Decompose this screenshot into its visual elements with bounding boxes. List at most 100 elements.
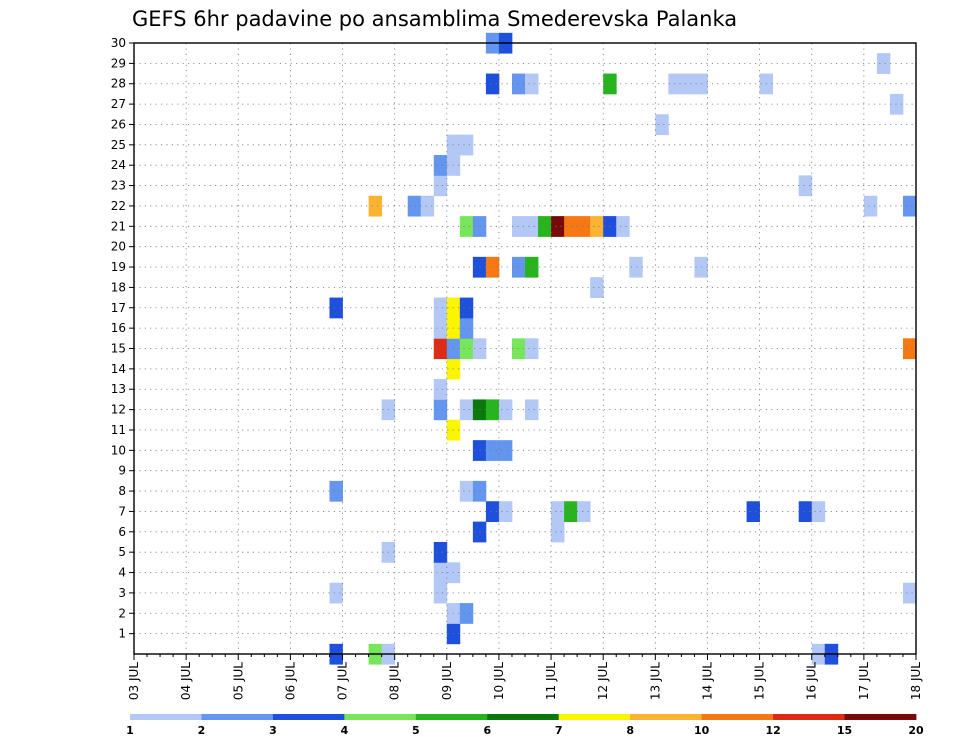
colorbar-swatch bbox=[487, 714, 560, 720]
precip-cell bbox=[459, 216, 474, 237]
precip-cell bbox=[525, 399, 539, 421]
precip-cell bbox=[564, 501, 578, 523]
colorbar-label: 1 bbox=[126, 724, 134, 737]
precip-cell bbox=[681, 73, 695, 95]
y-tick-label: 11 bbox=[111, 423, 126, 437]
y-tick-label: 24 bbox=[111, 158, 126, 172]
precip-cell bbox=[590, 216, 604, 237]
y-tick-label: 30 bbox=[111, 36, 126, 50]
x-tick-label: 04 JUL bbox=[179, 662, 193, 700]
precip-cell bbox=[433, 379, 448, 400]
y-tick-label: 9 bbox=[118, 464, 126, 478]
precip-cell bbox=[876, 53, 891, 74]
precip-cell bbox=[459, 317, 474, 339]
precip-cells bbox=[329, 32, 917, 665]
precip-cell bbox=[811, 501, 826, 523]
y-tick-label: 4 bbox=[118, 566, 126, 580]
precip-cell bbox=[472, 399, 487, 421]
precip-cell bbox=[420, 195, 435, 217]
x-tick-label: 03 JUL bbox=[127, 662, 141, 700]
colorbar-label: 12 bbox=[765, 724, 780, 737]
precip-cell bbox=[616, 216, 630, 237]
y-tick-label: 17 bbox=[111, 301, 126, 315]
y-tick-label: 14 bbox=[111, 362, 126, 376]
precip-cell bbox=[433, 562, 448, 584]
precip-cell bbox=[798, 175, 813, 197]
precip-cell bbox=[485, 256, 500, 278]
y-tick-label: 8 bbox=[118, 484, 126, 498]
colorbar-label: 15 bbox=[837, 724, 852, 737]
precip-cell bbox=[472, 256, 487, 278]
precip-cell bbox=[525, 216, 539, 237]
precip-cell bbox=[472, 216, 487, 237]
precip-cell bbox=[433, 582, 448, 604]
x-tick-label: 07 JUL bbox=[336, 662, 350, 700]
y-tick-label: 27 bbox=[111, 97, 126, 111]
x-tick-label: 10 JUL bbox=[492, 662, 506, 700]
colorbar-swatch bbox=[844, 714, 917, 720]
colorbar-label: 6 bbox=[483, 724, 491, 737]
y-tick-label: 19 bbox=[111, 260, 126, 274]
precip-cell bbox=[433, 399, 448, 421]
colorbar-swatch bbox=[415, 714, 488, 720]
y-tick-label: 2 bbox=[118, 606, 126, 620]
precip-cell bbox=[329, 480, 343, 502]
precip-cell bbox=[511, 338, 526, 360]
precip-cell bbox=[433, 338, 448, 360]
colorbar-label: 7 bbox=[555, 724, 563, 737]
y-tick-label: 6 bbox=[118, 525, 126, 539]
y-tick-label: 3 bbox=[118, 586, 126, 600]
precip-cell bbox=[902, 195, 917, 217]
x-tick-label: 17 JUL bbox=[857, 662, 871, 700]
colorbar-swatch bbox=[201, 714, 274, 720]
y-tick-label: 26 bbox=[111, 117, 126, 131]
y-tick-label: 22 bbox=[111, 199, 126, 213]
precip-cell bbox=[433, 317, 448, 339]
x-tick-label: 08 JUL bbox=[388, 662, 402, 700]
y-tick-label: 13 bbox=[111, 382, 126, 396]
colorbar-label: 3 bbox=[269, 724, 277, 737]
precip-cell bbox=[551, 216, 565, 237]
colorbar-swatch bbox=[773, 714, 845, 720]
precip-cell bbox=[459, 480, 474, 502]
colorbar-label: 8 bbox=[626, 724, 634, 737]
x-axis-ticks: 03 JUL 04 JUL 05 JUL 06 JUL 07 JUL 08 JUL 09 J… bbox=[127, 654, 923, 700]
precip-cell bbox=[551, 501, 565, 523]
precip-cell bbox=[498, 399, 513, 421]
colorbar-label: 10 bbox=[694, 724, 710, 737]
x-tick-label: 12 JUL bbox=[596, 662, 610, 700]
precip-cell bbox=[472, 338, 487, 360]
colorbar-label: 5 bbox=[412, 724, 420, 737]
precip-cell bbox=[459, 399, 474, 421]
y-axis-ticks: 1234567891011121314151617181920212223242… bbox=[111, 36, 134, 641]
precip-cell bbox=[433, 175, 448, 197]
colorbar-swatch bbox=[701, 714, 774, 720]
colorbar-swatch bbox=[272, 714, 345, 720]
y-tick-label: 10 bbox=[111, 443, 126, 457]
precip-cell bbox=[485, 399, 500, 421]
precip-cell bbox=[525, 256, 539, 278]
precip-cell bbox=[329, 582, 343, 604]
precip-cell bbox=[902, 338, 917, 360]
y-tick-label: 21 bbox=[111, 219, 126, 233]
precip-cell bbox=[798, 501, 813, 523]
precip-cell bbox=[485, 73, 500, 95]
precip-cell bbox=[590, 277, 604, 298]
precip-cell bbox=[485, 440, 500, 461]
colorbar-swatch bbox=[558, 714, 631, 720]
precip-cell bbox=[655, 114, 669, 136]
y-tick-label: 23 bbox=[111, 179, 126, 193]
x-tick-label: 15 JUL bbox=[753, 662, 767, 700]
precip-cell bbox=[511, 216, 526, 237]
y-tick-label: 5 bbox=[118, 545, 126, 559]
y-tick-label: 29 bbox=[111, 56, 126, 70]
precip-cell bbox=[407, 195, 422, 217]
precip-cell bbox=[329, 297, 343, 319]
precip-cell bbox=[577, 216, 591, 237]
precip-cell bbox=[551, 521, 565, 543]
precip-cell bbox=[498, 501, 513, 523]
y-tick-label: 25 bbox=[111, 138, 126, 152]
precip-cell bbox=[511, 73, 526, 95]
precip-cell bbox=[459, 338, 474, 360]
precip-cell bbox=[498, 440, 513, 461]
